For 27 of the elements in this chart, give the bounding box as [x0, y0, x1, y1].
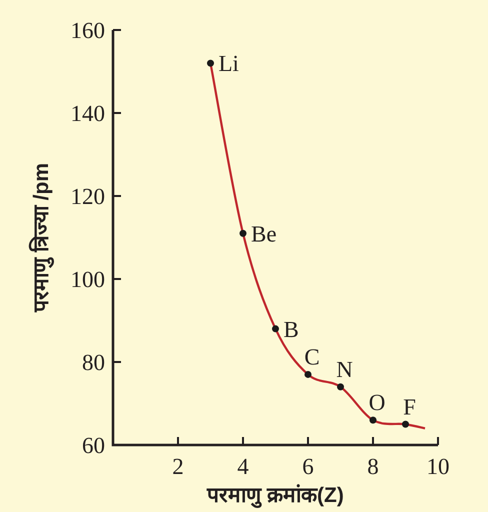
x-axis-title: परमाणु क्रमांक(Z): [206, 484, 344, 509]
y-tick-label: 160: [70, 18, 105, 43]
x-tick-label: 4: [237, 454, 250, 479]
annotation: Be: [251, 221, 277, 246]
y-tick-label: 100: [70, 267, 105, 292]
x-tick-label: 8: [367, 454, 379, 479]
point: [402, 420, 409, 428]
point: [240, 230, 246, 237]
y-tick-label: 80: [82, 350, 105, 375]
point: [370, 416, 376, 424]
y-tick-label: 140: [70, 101, 105, 126]
point: [272, 325, 279, 332]
x-tick-label: 2: [172, 454, 184, 479]
x-tick-label: 10: [426, 454, 450, 479]
annotation: Li: [218, 51, 239, 76]
annotation: N: [336, 356, 354, 382]
annotation: F: [403, 394, 416, 420]
y-tick-label: 60: [82, 433, 105, 458]
annotation: O: [368, 390, 386, 416]
y-tick-label: 120: [70, 184, 105, 209]
point: [304, 370, 312, 378]
y-axis-title: परमाणु त्रिज्या /pm: [28, 162, 55, 314]
annotation: B: [284, 316, 299, 342]
point: [207, 60, 214, 67]
annotation: C: [304, 344, 320, 370]
point: [337, 383, 344, 390]
x-tick-label: 6: [302, 454, 314, 479]
